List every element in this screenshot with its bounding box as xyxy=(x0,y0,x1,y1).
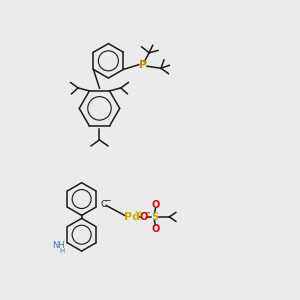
Text: −: − xyxy=(104,196,110,206)
Text: O: O xyxy=(151,200,160,210)
Text: NH: NH xyxy=(52,241,65,250)
Text: H: H xyxy=(59,248,64,254)
Text: −: − xyxy=(144,210,150,216)
Text: O: O xyxy=(139,212,148,222)
Text: P: P xyxy=(139,60,147,70)
Text: S: S xyxy=(151,212,158,222)
Text: C: C xyxy=(100,200,106,209)
Text: O: O xyxy=(151,224,160,234)
Text: ++: ++ xyxy=(134,210,143,215)
Text: Pd: Pd xyxy=(124,212,140,222)
